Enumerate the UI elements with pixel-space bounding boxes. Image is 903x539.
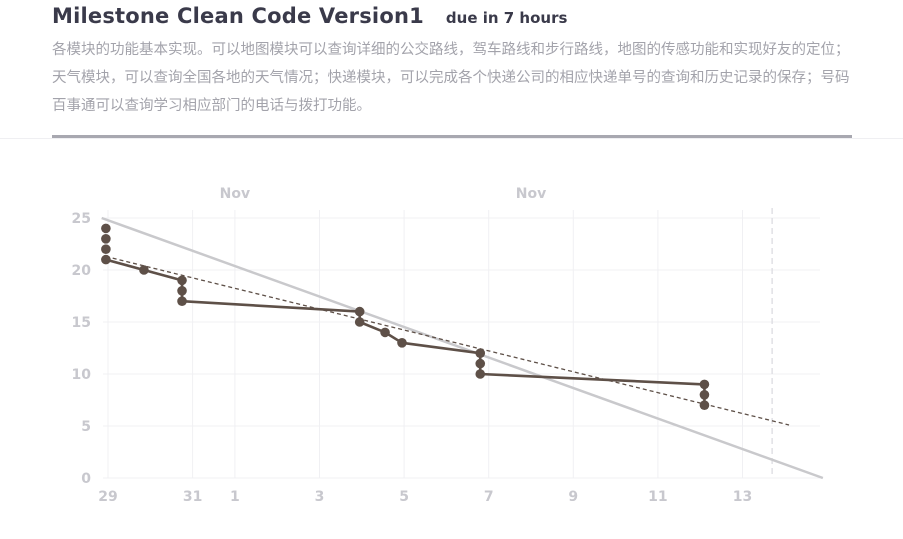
data-point <box>101 254 111 265</box>
data-point <box>699 400 710 410</box>
data-point <box>397 338 407 348</box>
x-tick-label: 13 <box>733 489 752 505</box>
ideal-burndown-line <box>101 216 824 480</box>
due-status: due in 7 hours <box>445 9 568 27</box>
data-point <box>101 234 111 244</box>
milestone-title[interactable]: Milestone Clean Code Version1 <box>52 4 424 28</box>
data-point <box>380 327 390 338</box>
y-tick-label: 20 <box>72 263 92 279</box>
data-point <box>475 358 486 369</box>
data-point <box>699 379 710 390</box>
y-tick-label: 5 <box>81 419 91 435</box>
data-point <box>354 306 365 317</box>
y-tick-label: 10 <box>72 367 92 383</box>
data-point <box>699 390 710 400</box>
data-point <box>177 296 187 306</box>
month-label: Nov <box>220 186 250 202</box>
page-rule <box>0 138 903 139</box>
header-divider <box>52 135 852 138</box>
x-tick-label: 3 <box>315 489 325 505</box>
x-tick-label: 29 <box>98 489 117 505</box>
data-point <box>475 369 486 379</box>
milestone-header: Milestone Clean Code Version1 due in 7 h… <box>52 4 852 120</box>
y-tick-label: 0 <box>81 471 91 487</box>
data-point <box>177 275 187 286</box>
data-point <box>101 223 111 234</box>
data-point <box>177 286 187 296</box>
data-point <box>354 317 365 327</box>
x-tick-label: 9 <box>568 489 578 505</box>
x-tick-label: 31 <box>183 489 202 505</box>
y-tick-label: 15 <box>72 315 91 331</box>
actual-burndown-line <box>105 258 706 406</box>
x-tick-label: 1 <box>230 489 240 505</box>
month-label: Nov <box>516 186 546 202</box>
x-tick-label: 7 <box>484 489 494 505</box>
data-point <box>101 244 111 254</box>
data-point <box>475 348 486 358</box>
milestone-description: 各模块的功能基本实现。可以地图模块可以查询详细的公交路线，驾车路线和步行路线，地… <box>52 42 850 114</box>
x-tick-label: 5 <box>399 489 409 505</box>
data-point <box>139 265 149 275</box>
title-row: Milestone Clean Code Version1 due in 7 h… <box>52 4 852 28</box>
x-tick-label: 11 <box>648 489 667 505</box>
y-tick-label: 25 <box>72 211 91 227</box>
trend-line <box>105 255 790 426</box>
